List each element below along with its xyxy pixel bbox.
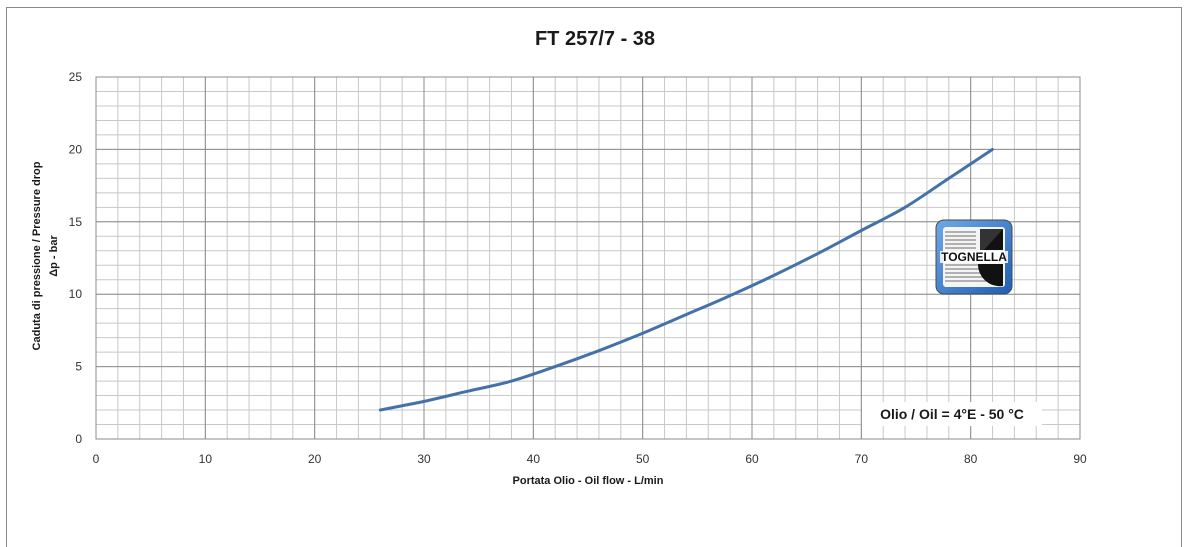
x-tick-label: 50	[636, 452, 650, 466]
plot-area-border	[95, 76, 1081, 440]
chart-title: FT 257/7 - 38	[535, 28, 655, 50]
oil-annotation: Olio / Oil = 4°E - 50 °C	[880, 406, 1024, 422]
y-tick-labels: 0 5 10 15 20 25	[69, 70, 83, 446]
x-tick-label: 60	[745, 452, 759, 466]
y-tick-label: 20	[69, 142, 83, 156]
x-tick-label: 90	[1073, 452, 1087, 466]
y-tick-label: 15	[69, 215, 83, 229]
oil-annotation-box: Olio / Oil = 4°E - 50 °C	[862, 402, 1042, 426]
x-tick-label: 80	[964, 452, 978, 466]
x-tick-label: 10	[199, 452, 213, 466]
x-tick-label: 70	[855, 452, 869, 466]
y-axis-label-line1: Caduta di pressione / Pressure drop	[31, 161, 43, 350]
y-tick-label: 10	[69, 287, 83, 301]
y-axis-label-line2: Δp - bar	[48, 235, 60, 277]
y-tick-label: 25	[69, 70, 83, 84]
major-grid	[95, 76, 1081, 440]
y-tick-label: 0	[75, 432, 82, 446]
y-tick-label: 5	[75, 360, 82, 374]
x-tick-labels: 0 10 20 30 40 50 60 70 80 90	[93, 452, 1087, 466]
x-axis-label: Portata Olio - Oil flow - L/min	[513, 475, 664, 487]
chart-frame	[6, 7, 1182, 547]
minor-grid	[95, 76, 1081, 440]
pressure-drop-chart: FT 257/7 - 38 0 10 20 30 40 50 60 70 80 90 0 5 10 15…	[31, 28, 1087, 487]
tognella-logo: TOGNELLA	[935, 219, 1013, 295]
x-tick-label: 20	[308, 452, 322, 466]
x-tick-label: 0	[93, 452, 100, 466]
x-tick-label: 40	[527, 452, 541, 466]
series-line	[378, 147, 994, 412]
logo-text: TOGNELLA	[941, 250, 1007, 264]
x-tick-label: 30	[417, 452, 431, 466]
